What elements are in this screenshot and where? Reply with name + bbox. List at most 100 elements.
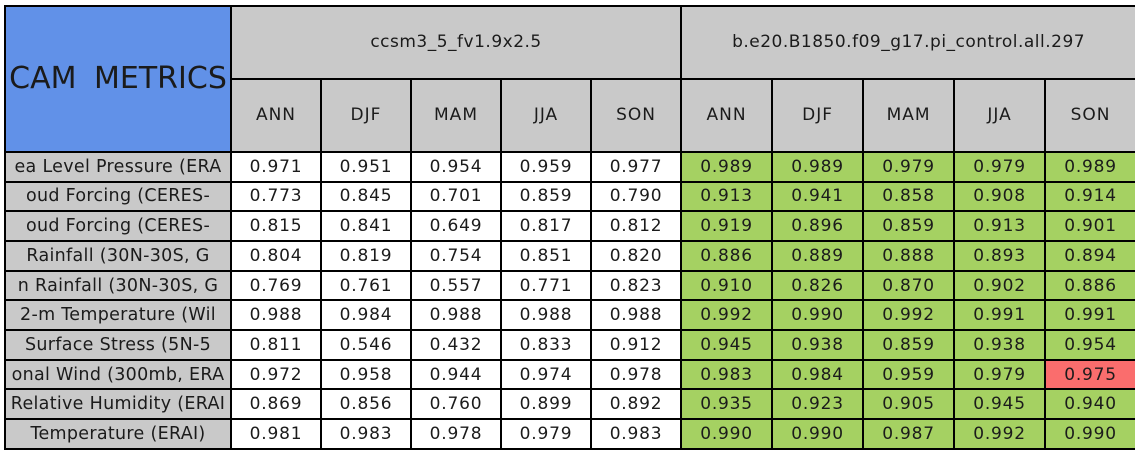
metric-cell: 0.769: [230, 269, 322, 302]
row-label: oud Forcing (CERES-: [4, 210, 232, 242]
metric-cell: 0.649: [410, 210, 502, 242]
metric-cell: 0.859: [500, 180, 592, 213]
metric-cell: 0.912: [589, 329, 683, 361]
metric-cell: 0.823: [589, 269, 683, 302]
metric-cell: 0.981: [230, 418, 322, 450]
metric-cell: 0.984: [320, 299, 412, 332]
metric-cell: 0.992: [953, 418, 1047, 450]
metric-cell: 0.817: [500, 210, 592, 242]
metric-cell: 0.989: [680, 150, 774, 183]
metric-cell: 0.954: [410, 150, 502, 183]
metric-cell: 0.971: [230, 150, 322, 183]
row-label: 2-m Temperature (Wil: [4, 299, 232, 332]
metric-row: ea Level Pressure (ERA 0.971 0.951 0.954 0.9…: [4, 150, 1135, 183]
season-header: JJA: [500, 77, 592, 153]
metric-cell: 0.990: [680, 418, 774, 450]
metric-cell: 0.944: [410, 358, 502, 391]
metric-cell: 0.951: [320, 150, 412, 183]
metric-cell: 0.990: [771, 299, 865, 332]
metric-cell-highlighted: 0.975: [1044, 358, 1135, 391]
metric-cell: 0.979: [500, 418, 592, 450]
metric-cell: 0.978: [410, 418, 502, 450]
metric-cell: 0.761: [320, 269, 412, 302]
metric-row: 2-m Temperature (Wil 0.988 0.984 0.988 0.988…: [4, 299, 1135, 332]
metric-cell: 0.919: [680, 210, 774, 242]
metric-cell: 0.935: [680, 388, 774, 421]
metric-row: Temperature (ERAI) 0.981 0.983 0.978 0.979 0.…: [4, 418, 1135, 450]
season-header: SON: [589, 77, 683, 153]
metric-cell: 0.938: [771, 329, 865, 361]
metric-cell: 0.990: [1044, 418, 1135, 450]
metric-row: oud Forcing (CERES- 0.773 0.845 0.701 0.859 0…: [4, 180, 1135, 213]
row-label: oud Forcing (CERES-: [4, 180, 232, 213]
metric-cell: 0.988: [589, 299, 683, 332]
metric-cell: 0.974: [500, 358, 592, 391]
metric-cell: 0.546: [320, 329, 412, 361]
metric-cell: 0.914: [1044, 180, 1135, 213]
season-header: DJF: [320, 77, 412, 153]
metric-cell: 0.859: [862, 210, 956, 242]
metric-cell: 0.979: [862, 150, 956, 183]
metric-cell: 0.888: [862, 239, 956, 272]
metric-cell: 0.841: [320, 210, 412, 242]
season-header: ANN: [230, 77, 322, 153]
metric-cell: 0.954: [1044, 329, 1135, 361]
metric-cell: 0.899: [500, 388, 592, 421]
row-label: Rainfall (30N-30S, G: [4, 239, 232, 272]
model-header-row: CAM METRICS ccsm3_5_fv1.9x2.5 b.e20.B185…: [4, 5, 1135, 153]
metric-cell: 0.804: [230, 239, 322, 272]
row-label: n Rainfall (30N-30S, G: [4, 269, 232, 302]
metric-cell: 0.940: [1044, 388, 1135, 421]
metric-row: onal Wind (300mb, ERA 0.972 0.958 0.944 0.97…: [4, 358, 1135, 391]
metric-row: Rainfall (30N-30S, G 0.804 0.819 0.754 0.851…: [4, 239, 1135, 272]
metric-cell: 0.988: [230, 299, 322, 332]
metric-cell: 0.945: [953, 388, 1047, 421]
season-header-row: ANN DJF MAM JJA SON ANN DJF MAM JJA SON: [5, 77, 1135, 153]
metric-cell: 0.959: [862, 358, 956, 391]
metric-cell: 0.790: [589, 180, 683, 213]
season-header: MAM: [410, 77, 502, 153]
metric-cell: 0.983: [680, 358, 774, 391]
metric-cell: 0.992: [680, 299, 774, 332]
metric-cell: 0.923: [771, 388, 865, 421]
metric-cell: 0.858: [862, 180, 956, 213]
season-header: ANN: [680, 77, 774, 153]
metric-cell: 0.833: [500, 329, 592, 361]
metric-cell: 0.910: [680, 269, 774, 302]
metric-cell: 0.984: [771, 358, 865, 391]
metric-cell: 0.988: [410, 299, 502, 332]
metric-cell: 0.760: [410, 388, 502, 421]
metric-cell: 0.859: [862, 329, 956, 361]
metric-cell: 0.908: [953, 180, 1047, 213]
group1-header: ccsm3_5_fv1.9x2.5: [229, 5, 683, 80]
metric-cell: 0.978: [589, 358, 683, 391]
metric-cell: 0.959: [500, 150, 592, 183]
row-label: Relative Humidity (ERAI: [4, 388, 232, 421]
metric-cell: 0.870: [862, 269, 956, 302]
metric-cell: 0.889: [771, 239, 865, 272]
metric-cell: 0.869: [230, 388, 322, 421]
metric-cell: 0.819: [320, 239, 412, 272]
cam-metrics-table: CAM METRICS ccsm3_5_fv1.9x2.5 b.e20.B185…: [4, 5, 1135, 450]
season-header: JJA: [953, 77, 1047, 153]
metric-cell: 0.894: [1044, 239, 1135, 272]
metric-cell: 0.811: [230, 329, 322, 361]
metric-cell: 0.913: [680, 180, 774, 213]
metric-cell: 0.886: [1044, 269, 1135, 302]
metric-cell: 0.945: [680, 329, 774, 361]
metric-cell: 0.979: [953, 150, 1047, 183]
metric-cell: 0.958: [320, 358, 412, 391]
metric-cell: 0.557: [410, 269, 502, 302]
row-label: Temperature (ERAI): [4, 418, 232, 450]
metric-cell: 0.820: [589, 239, 683, 272]
metric-cell: 0.812: [589, 210, 683, 242]
metric-cell: 0.989: [1044, 150, 1135, 183]
metric-row: Relative Humidity (ERAI 0.869 0.856 0.760 0.…: [4, 388, 1135, 421]
metric-cell: 0.991: [1044, 299, 1135, 332]
season-header: DJF: [771, 77, 865, 153]
metric-row: oud Forcing (CERES- 0.815 0.841 0.649 0.817 0…: [4, 210, 1135, 242]
metric-cell: 0.989: [771, 150, 865, 183]
row-label: Surface Stress (5N-5: [4, 329, 232, 361]
metric-cell: 0.992: [862, 299, 956, 332]
